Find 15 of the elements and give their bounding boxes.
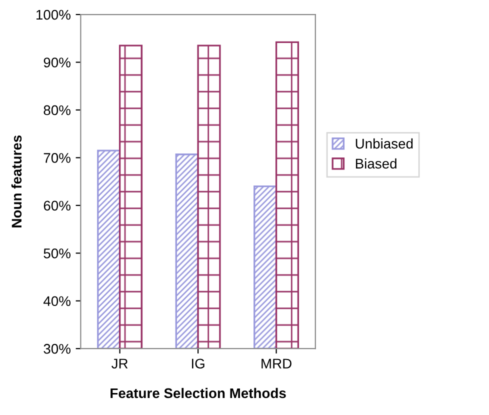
y-axis-title: Noun features [11,135,22,228]
x-tick-label: MRD [262,358,292,368]
y-tick-label: 70% [44,153,70,163]
y-tick-label: 40% [43,296,70,306]
y-tick-label: 100% [36,10,70,20]
x-tick-label: JR [112,358,128,369]
x-tick-label: IG [192,358,204,369]
y-tick-label: 80% [44,105,70,116]
y-tick-label: 60% [44,200,70,211]
y-tick-label: 30% [44,344,70,354]
y-tick-label: 90% [44,58,70,68]
legend-label: Unbiased [356,138,413,149]
x-axis-title: Feature Selection Methods [110,388,286,398]
legend-label: Biased [356,158,396,169]
y-tick-label: 50% [44,248,70,258]
